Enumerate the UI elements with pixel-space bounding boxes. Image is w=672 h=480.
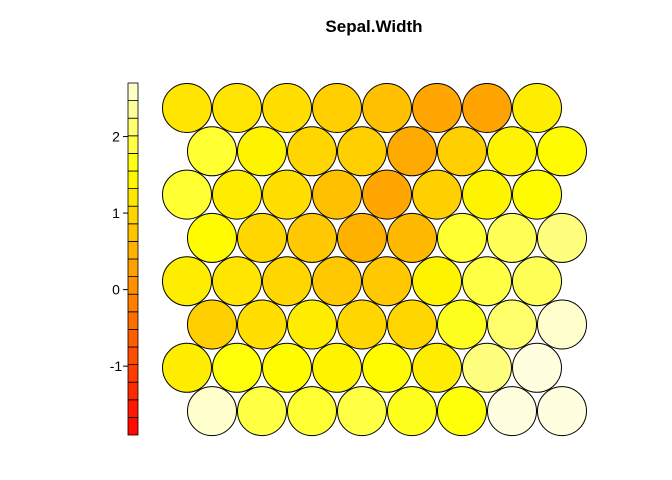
color-key-cell [127,117,139,137]
som-unit [537,126,587,177]
som-unit [212,256,262,307]
color-key-cell [127,135,139,154]
color-key-cell [127,293,139,313]
color-key-cell [127,346,139,366]
color-key-cell [127,223,139,242]
som-unit [487,126,537,177]
som-unit [462,256,512,307]
som-unit [262,342,312,393]
som-unit [237,386,287,437]
som-unit [512,83,562,133]
som-unit [287,126,337,177]
som-unit [337,386,387,437]
som-unit [362,83,412,133]
som-unit [162,83,212,133]
color-key-cell [127,240,139,260]
color-key-tick-label: 1 [112,205,120,221]
som-unit [237,299,287,350]
som-unit [162,256,212,307]
som-unit [287,212,337,263]
som-unit [537,386,587,437]
som-unit [237,126,287,177]
som-unit [337,212,387,263]
som-unit [312,83,362,133]
som-unit [387,212,437,263]
color-key-cell [127,364,139,383]
hex-units [162,83,587,437]
som-unit [312,342,362,393]
som-unit [262,169,312,220]
color-key-cell [127,416,139,436]
som-unit [237,212,287,263]
som-unit [387,299,437,350]
som-unit [487,386,537,437]
color-key-tick-label: 2 [112,129,120,145]
som-unit [537,212,587,263]
som-unit [337,126,387,177]
color-key-ticks: 2 1 0 -1 [110,129,128,374]
color-key-cell [127,170,139,190]
som-unit [437,386,487,437]
chart-title: Sepal.Width [325,17,422,36]
som-unit [187,386,237,437]
som-unit [287,299,337,350]
som-unit [362,169,412,220]
som-unit [362,342,412,393]
color-key-cell [127,311,139,330]
color-key-cell [127,100,139,119]
color-key-cell [127,258,139,278]
som-unit [262,83,312,133]
som-unit [187,299,237,350]
color-key-cell [127,152,139,172]
color-key-tick-label: 0 [112,282,120,298]
color-key [127,82,139,436]
som-unit [412,256,462,307]
som-unit [412,169,462,220]
som-unit [412,83,462,133]
som-unit [312,256,362,307]
som-unit [387,126,437,177]
som-unit [312,169,362,220]
som-unit [462,83,512,133]
som-unit [287,386,337,437]
som-unit [412,342,462,393]
som-unit [512,256,562,307]
som-unit [437,212,487,263]
som-unit [487,299,537,350]
som-unit [362,256,412,307]
som-unit [162,342,212,393]
color-key-cell [127,328,139,348]
color-key-cell [127,399,139,418]
som-unit [262,256,312,307]
color-key-tick-label: -1 [110,358,123,374]
color-key-cell [127,205,139,225]
color-key-cell [127,276,139,295]
som-unit [437,126,487,177]
som-unit [462,342,512,393]
color-key-cell [127,82,139,102]
color-key-cell [127,381,139,401]
som-unit [337,299,387,350]
som-unit [437,299,487,350]
som-unit [212,342,262,393]
som-unit [187,126,237,177]
som-unit [162,169,212,220]
som-unit [187,212,237,263]
som-unit [387,386,437,437]
color-key-cell [127,188,139,207]
som-unit [212,83,262,133]
som-unit [212,169,262,220]
som-unit [512,342,562,393]
som-unit [512,169,562,220]
som-unit [487,212,537,263]
som-unit [537,299,587,350]
som-unit [462,169,512,220]
